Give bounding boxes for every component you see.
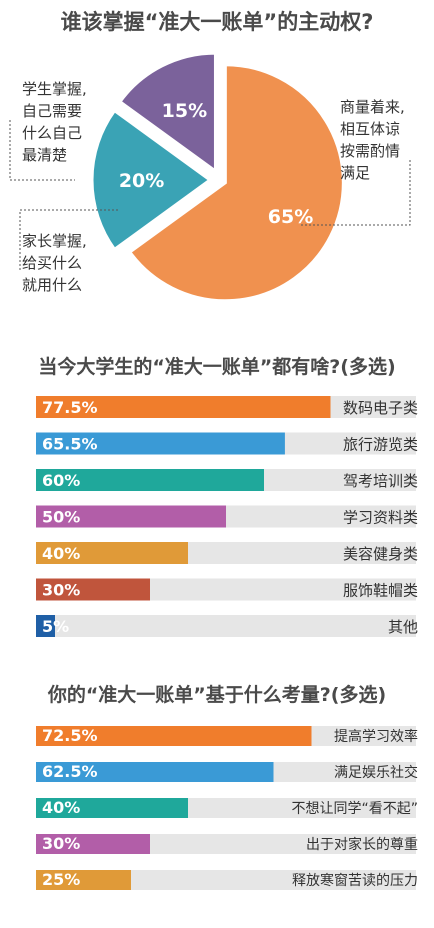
pie-slice-label-students: 学生掌握, 自己需要什么自己最清楚 [22, 78, 87, 166]
pie-slice-1 [90, 108, 213, 252]
pie-label-line: 商量着来, [340, 98, 405, 116]
pie-label-line: 满足 [340, 164, 371, 182]
bar-category-label: 美容健身类 [343, 545, 418, 563]
bar-chart-items: 77.5% 数码电子类 65.5% 旅行游览类 60% 驾考培训类 50% 学习资料类 40% 美… [36, 396, 418, 637]
bar-category-label: 服饰鞋帽类 [343, 582, 418, 600]
pie-label-line: 给买什么 [22, 254, 83, 272]
pie-label-line: 自己需要 [22, 102, 83, 120]
pie-value-label-0: 65% [268, 206, 313, 228]
bar-category-label: 学习资料类 [343, 509, 418, 527]
bar-value-label: 65.5% [42, 435, 98, 454]
bar-value-label: 60% [42, 471, 80, 490]
pie-leader-line-1 [19, 209, 120, 270]
bar-4 [36, 542, 188, 564]
pie-label-line: 什么自己 [22, 124, 83, 142]
bar-value-label: 72.5% [42, 726, 98, 745]
bar-category-label: 不想让同学“看不起” [291, 801, 418, 817]
bar-category-label: 驾考培训类 [343, 472, 418, 490]
pie-label-line: 就用什么 [22, 276, 83, 294]
bar-track [36, 615, 416, 637]
bar-category-label: 旅行游览类 [343, 436, 418, 454]
bar-value-label: 30% [42, 834, 80, 853]
bar-category-label: 满足娱乐社交 [334, 764, 418, 781]
bar-1 [36, 762, 274, 782]
pie-chart: 65% 20% 15% [9, 51, 411, 303]
pie-label-line: 按需酌情 [340, 142, 401, 160]
bar-2 [36, 469, 264, 491]
pie-slice-label-parents: 家长掌握, 给买什么就用什么 [22, 230, 87, 296]
bar-category-label: 出于对家长的尊重 [306, 836, 418, 853]
pie-label-line: 家长掌握, [22, 232, 87, 250]
bar-value-label: 25% [42, 870, 80, 889]
bar-category-label: 提高学习效率 [334, 728, 418, 745]
bar-chart-2-title: 你的“准大一账单”基于什么考量?(多选) [47, 684, 387, 706]
bar-3 [36, 505, 226, 528]
bar-value-label: 62.5% [42, 762, 98, 781]
bar-chart-1-title: 当今大学生的“准大一账单”都有啥?(多选) [38, 356, 396, 378]
bar-5 [36, 578, 150, 601]
pie-chart-title: 谁该掌握“准大一账单”的主动权? [60, 10, 374, 34]
pie-leader-line-2 [9, 120, 75, 181]
pie-label-line: 最清楚 [22, 146, 68, 164]
bar-category-label: 数码电子类 [343, 399, 418, 417]
bar-2 [36, 798, 188, 818]
pie-slice-0 [127, 63, 345, 303]
bar-value-label: 30% [42, 581, 80, 600]
pie-value-label-2: 15% [162, 100, 207, 122]
pie-leader-line-0 [300, 160, 411, 226]
bar-0 [36, 396, 331, 418]
pie-label-line: 学生掌握, [22, 80, 87, 98]
bar-1 [36, 432, 285, 455]
bar-value-label: 40% [42, 798, 80, 817]
bar-category-label: 其他 [388, 618, 418, 636]
pie-label-line: 相互体谅 [340, 120, 401, 138]
bar-value-label: 5% [42, 617, 69, 636]
pie-value-label-1: 20% [119, 170, 164, 192]
bar-chart-reasons: 72.5% 提高学习效率 62.5% 满足娱乐社交 40% 不想让同学“看不起” 30% 出于… [36, 726, 418, 890]
bar-value-label: 77.5% [42, 398, 98, 417]
pie-slice-2 [117, 51, 217, 175]
bar-value-label: 40% [42, 544, 80, 563]
bar-0 [36, 726, 312, 746]
bar-4 [36, 870, 131, 890]
bar-category-label: 释放寒窗苦读的压力 [292, 872, 418, 889]
bar-3 [36, 834, 150, 854]
bar-6 [36, 615, 55, 637]
pie-slice-label-negotiate: 商量着来, 相互体谅按需酌情满足 [340, 96, 405, 184]
bar-value-label: 50% [42, 508, 80, 527]
